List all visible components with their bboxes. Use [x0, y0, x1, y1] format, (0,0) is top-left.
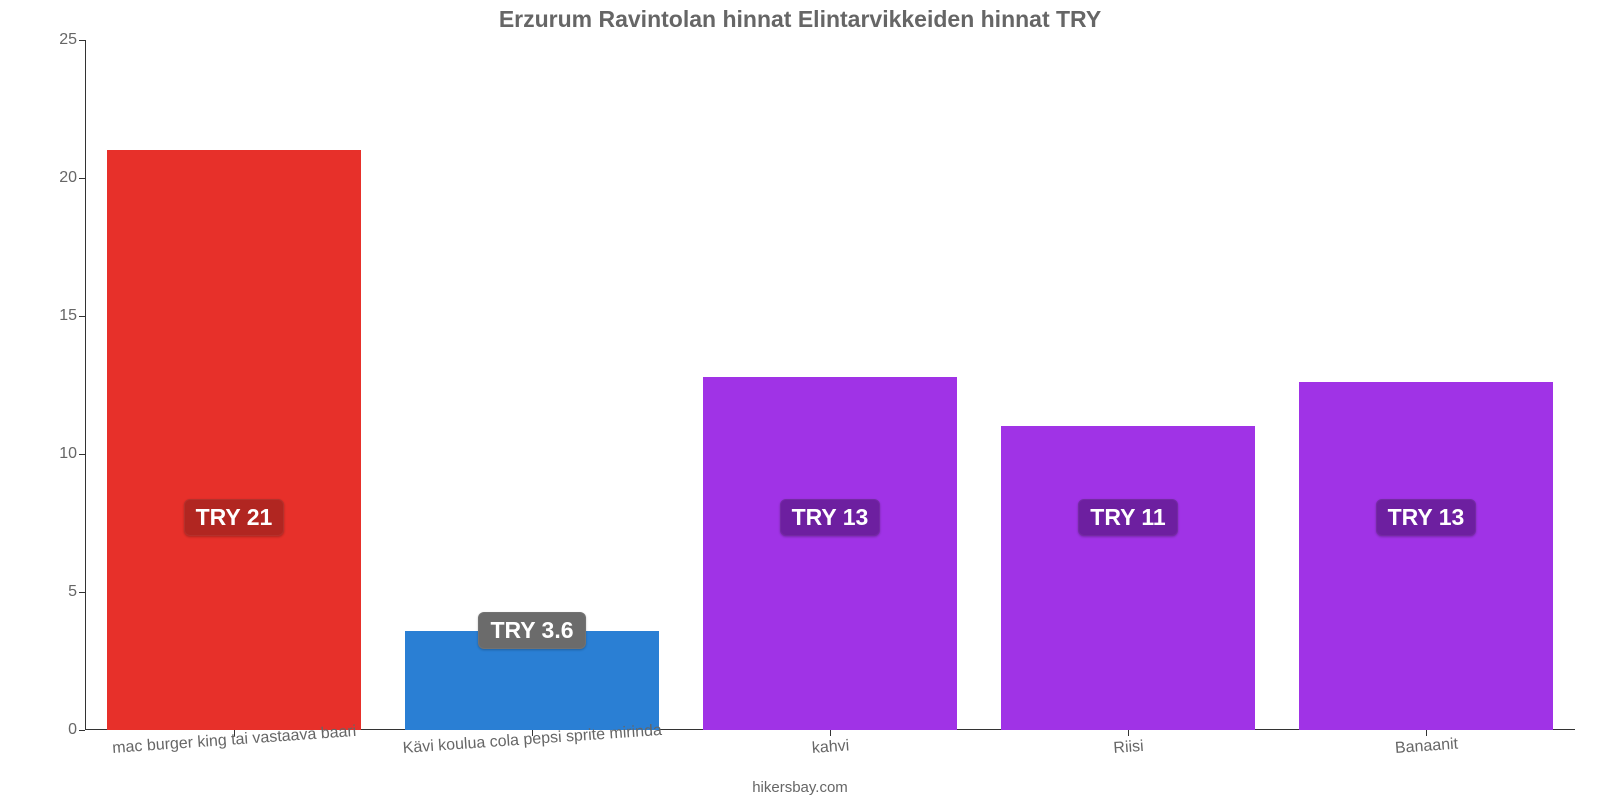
y-tick-mark — [79, 730, 85, 731]
bar — [107, 150, 360, 730]
y-tick-mark — [79, 178, 85, 179]
x-category-label: kahvi — [811, 737, 850, 758]
y-tick-mark — [79, 592, 85, 593]
attribution-text: hikersbay.com — [0, 779, 1600, 796]
y-axis-line — [85, 40, 86, 730]
y-tick-mark — [79, 316, 85, 317]
x-tick-mark — [1128, 730, 1129, 736]
y-tick-mark — [79, 454, 85, 455]
plot-area: 0510152025TRY 21mac burger king tai vast… — [85, 40, 1575, 730]
chart-title: Erzurum Ravintolan hinnat Elintarvikkeid… — [0, 6, 1600, 33]
x-category-label: Banaanit — [1394, 736, 1458, 758]
x-category-label: Riisi — [1113, 738, 1144, 758]
bar — [405, 631, 658, 730]
bar — [1299, 382, 1552, 730]
bar — [703, 377, 956, 730]
bar — [1001, 426, 1254, 730]
x-tick-mark — [830, 730, 831, 736]
y-tick-mark — [79, 40, 85, 41]
x-tick-mark — [1426, 730, 1427, 736]
